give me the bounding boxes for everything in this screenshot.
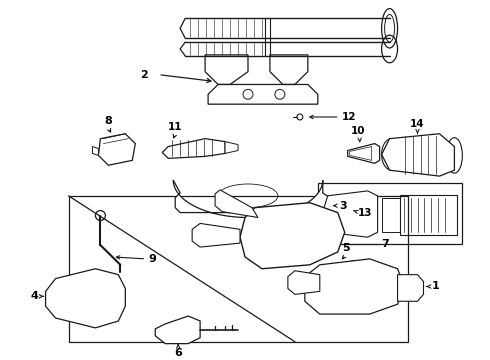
- Circle shape: [96, 211, 105, 220]
- Polygon shape: [215, 190, 258, 217]
- Bar: [382, 198, 399, 232]
- Text: 5: 5: [342, 243, 349, 253]
- Text: 7: 7: [382, 239, 390, 249]
- Polygon shape: [382, 134, 454, 176]
- Text: 10: 10: [350, 126, 365, 136]
- Text: 14: 14: [410, 119, 425, 129]
- Text: 9: 9: [148, 254, 156, 264]
- Polygon shape: [288, 271, 320, 294]
- Polygon shape: [93, 147, 98, 156]
- Polygon shape: [225, 141, 238, 153]
- Text: 11: 11: [168, 122, 183, 132]
- Text: 8: 8: [104, 116, 112, 126]
- Bar: [69, 196, 408, 342]
- Polygon shape: [98, 134, 135, 165]
- Text: 13: 13: [358, 208, 372, 217]
- Polygon shape: [348, 144, 380, 163]
- Text: 1: 1: [432, 282, 439, 292]
- Polygon shape: [240, 203, 345, 269]
- Polygon shape: [305, 259, 405, 314]
- Polygon shape: [397, 275, 423, 301]
- Polygon shape: [322, 191, 378, 237]
- Polygon shape: [155, 316, 200, 344]
- Text: 4: 4: [31, 291, 39, 301]
- Text: 12: 12: [342, 112, 356, 122]
- Polygon shape: [46, 269, 125, 328]
- Text: 6: 6: [174, 348, 182, 357]
- Bar: [318, 183, 463, 244]
- Polygon shape: [192, 224, 240, 247]
- Text: 2: 2: [141, 69, 148, 80]
- Polygon shape: [162, 139, 225, 158]
- Polygon shape: [173, 180, 330, 217]
- Text: 3: 3: [340, 201, 347, 211]
